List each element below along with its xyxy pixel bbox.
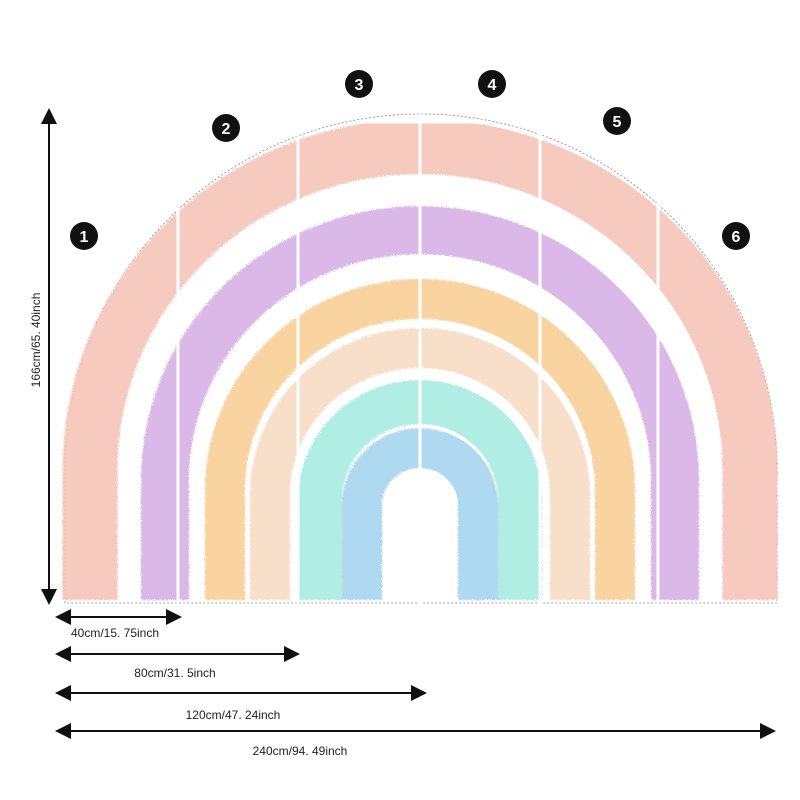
panel-badge-5: 5 [603, 107, 631, 135]
panel-number-3: 3 [355, 77, 364, 94]
panel-number-5: 5 [613, 114, 622, 131]
height-label: 166cm/65. 40inch [29, 293, 43, 388]
panel-badge-4: 4 [478, 70, 506, 98]
panel-dividers [176, 100, 660, 610]
width-label-total: 240cm/94. 49inch [253, 744, 348, 758]
panel-number-4: 4 [488, 77, 497, 94]
panel-number-1: 1 [80, 229, 89, 246]
panel-badge-2: 2 [212, 114, 240, 142]
width-label-3-panels: 120cm/47. 24inch [186, 708, 281, 722]
panel-number-6: 6 [732, 229, 741, 246]
panel-badge-3: 3 [345, 70, 373, 98]
panel-badge-1: 1 [70, 222, 98, 250]
width-label-1-panel: 40cm/15. 75inch [71, 626, 159, 640]
panel-badge-6: 6 [722, 222, 750, 250]
width-label-2-panels: 80cm/31. 5inch [134, 666, 215, 680]
panel-number-2: 2 [222, 121, 231, 138]
